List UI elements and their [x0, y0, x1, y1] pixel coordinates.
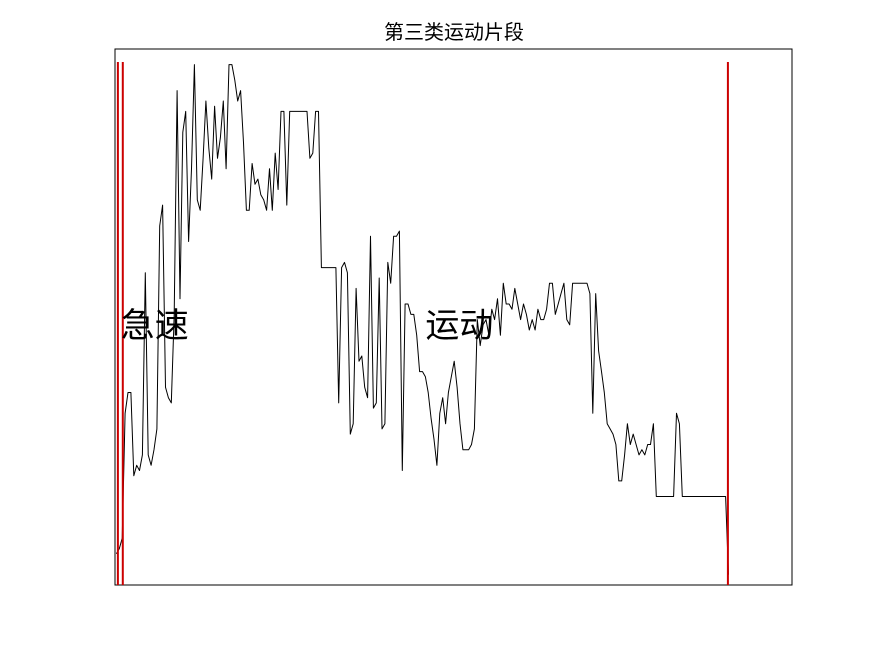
chart-title: 第三类运动片段 — [384, 20, 524, 44]
annotation-1: 运动 — [425, 306, 493, 346]
annotation-layer: 急速 运动 — [121, 306, 494, 346]
series-line-0 — [115, 64, 729, 575]
segment-marker-layer — [116, 62, 729, 585]
annotation-0: 急速 — [121, 306, 189, 346]
plot-frame — [114, 48, 793, 586]
series-layer — [115, 64, 729, 575]
